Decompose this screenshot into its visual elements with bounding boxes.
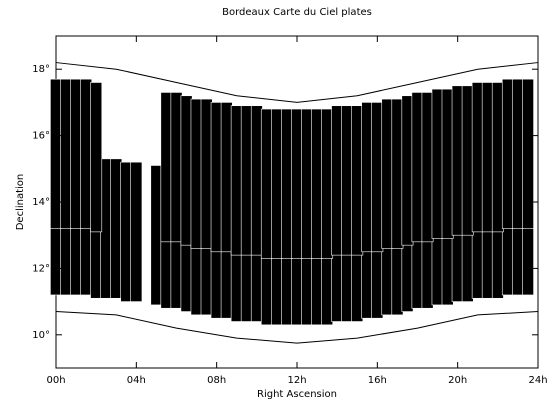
chart-title: Bordeaux Carte du Ciel plates [222, 7, 372, 18]
plate [230, 105, 243, 256]
plate [411, 92, 424, 243]
plate [70, 78, 83, 229]
plate [281, 108, 293, 259]
plate [391, 98, 404, 249]
plate [451, 85, 464, 236]
plate [80, 78, 93, 229]
plate [110, 158, 123, 299]
plate [170, 92, 183, 243]
plate [50, 78, 62, 229]
plate [100, 158, 113, 299]
plate [120, 161, 133, 302]
plate [351, 105, 364, 256]
plate [341, 105, 354, 256]
y-tick-label: 10° [32, 330, 50, 341]
plate [522, 78, 534, 229]
x-tick-label: 04h [127, 375, 146, 386]
plate [190, 98, 203, 249]
plate [371, 102, 384, 253]
y-tick-label: 12° [32, 263, 50, 274]
x-tick-label: 12h [287, 375, 306, 386]
x-tick-label: 08h [207, 375, 226, 386]
y-tick-label: 16° [32, 131, 50, 142]
y-axis-label: Declination [15, 174, 26, 231]
plate [331, 105, 344, 256]
plate [270, 108, 283, 259]
plate [461, 85, 474, 236]
x-tick-label: 24h [528, 375, 547, 386]
plate [441, 88, 454, 239]
coverage-limit [55, 311, 539, 344]
plate [220, 102, 233, 253]
plate [160, 92, 173, 243]
plate [291, 108, 303, 259]
plate [301, 108, 313, 259]
plate [481, 82, 494, 233]
x-tick-label: 00h [46, 375, 65, 386]
y-tick-label: 14° [32, 197, 50, 208]
x-axis-label: Right Ascension [257, 389, 337, 400]
plate [501, 78, 514, 229]
plate [90, 82, 103, 233]
plate [381, 98, 394, 249]
plate [311, 108, 324, 259]
plate [401, 95, 414, 246]
plate [200, 98, 213, 249]
plate [260, 108, 273, 259]
plate [180, 95, 193, 246]
plate [361, 102, 374, 253]
plate [421, 92, 434, 243]
plate [491, 82, 504, 233]
plate [240, 105, 253, 256]
plate [511, 78, 524, 229]
plate [471, 82, 484, 233]
plate [150, 165, 163, 306]
plate [130, 161, 143, 302]
y-tick-label: 18° [32, 64, 50, 75]
plate [250, 105, 263, 256]
plate [60, 78, 72, 229]
x-tick-label: 16h [368, 375, 387, 386]
plate [210, 102, 223, 253]
plate [321, 108, 334, 259]
coverage-limit [55, 62, 539, 103]
plate [431, 88, 444, 239]
x-tick-label: 20h [448, 375, 467, 386]
